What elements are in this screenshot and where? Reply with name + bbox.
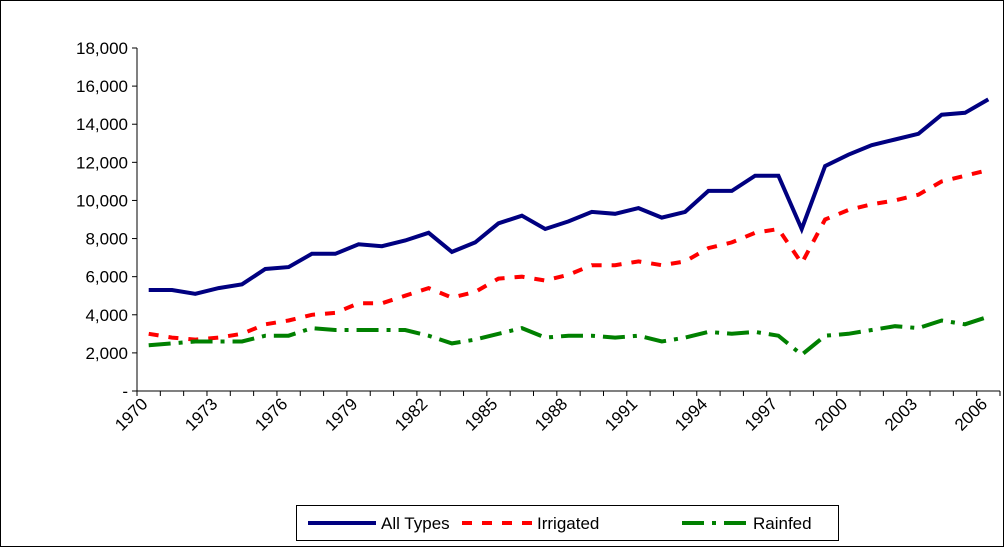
legend-box	[296, 505, 839, 541]
y-tick-label: 16,000	[76, 77, 128, 96]
legend-label: Irrigated	[537, 514, 599, 533]
y-tick-label: 2,000	[85, 344, 128, 363]
y-tick-label: 12,000	[76, 153, 128, 172]
y-tick-label: 10,000	[76, 191, 128, 210]
y-tick-label: 4,000	[85, 306, 128, 325]
legend-label: All Types	[381, 514, 450, 533]
y-tick-label: 6,000	[85, 268, 128, 287]
y-tick-label: 8,000	[85, 230, 128, 249]
y-tick-label: 18,000	[76, 39, 128, 58]
series-line	[148, 314, 989, 358]
y-tick-label: -	[122, 382, 128, 401]
series-line	[148, 97, 990, 296]
legend-label: Rainfed	[753, 514, 812, 533]
series-line	[148, 168, 989, 342]
y-tick-label: 14,000	[76, 115, 128, 134]
